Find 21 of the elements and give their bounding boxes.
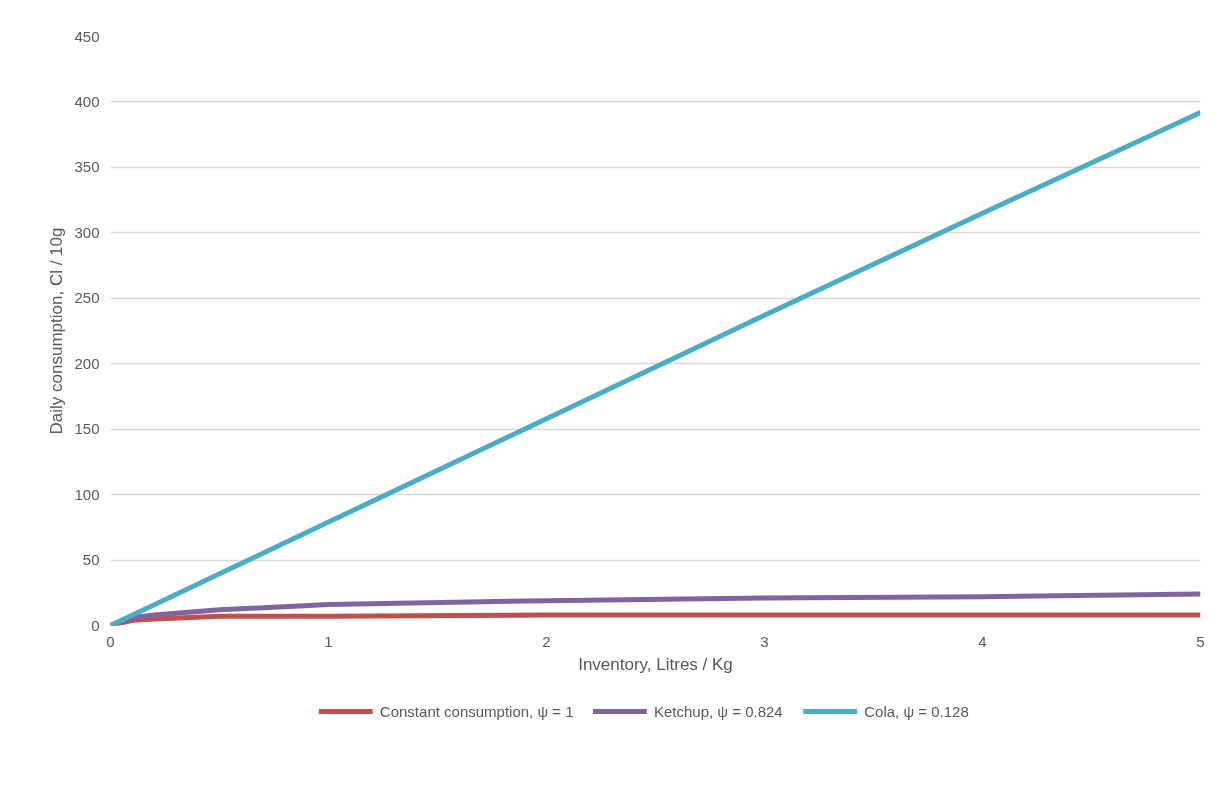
- x-axis-title: Inventory, Litres / Kg: [578, 654, 733, 674]
- y-tick-label: 50: [82, 551, 100, 569]
- y-tick-label: 250: [74, 289, 100, 307]
- y-tick-label: 450: [74, 27, 100, 45]
- y-tick-label: 400: [74, 92, 100, 110]
- legend-label: Cola, ψ = 0.128: [864, 703, 969, 720]
- x-tick-label: 1: [324, 632, 333, 650]
- y-tick-label: 200: [74, 354, 100, 372]
- y-axis-title: Daily consumption, Cl / 10g: [47, 227, 67, 435]
- x-tick-label: 2: [542, 632, 551, 650]
- x-tick-label: 4: [978, 632, 987, 650]
- y-tick-label: 0: [91, 616, 100, 634]
- x-tick-label: 3: [760, 632, 769, 650]
- legend-label: Constant consumption, ψ = 1: [379, 703, 574, 720]
- y-tick-label: 350: [74, 158, 100, 176]
- x-tick-label: 5: [1196, 632, 1205, 650]
- legend-label: Ketchup, ψ = 0.824: [653, 703, 783, 720]
- y-tick-label: 300: [74, 223, 100, 241]
- x-tick-label: 0: [106, 632, 115, 650]
- y-tick-label: 100: [74, 485, 100, 503]
- y-tick-label: 150: [74, 420, 100, 438]
